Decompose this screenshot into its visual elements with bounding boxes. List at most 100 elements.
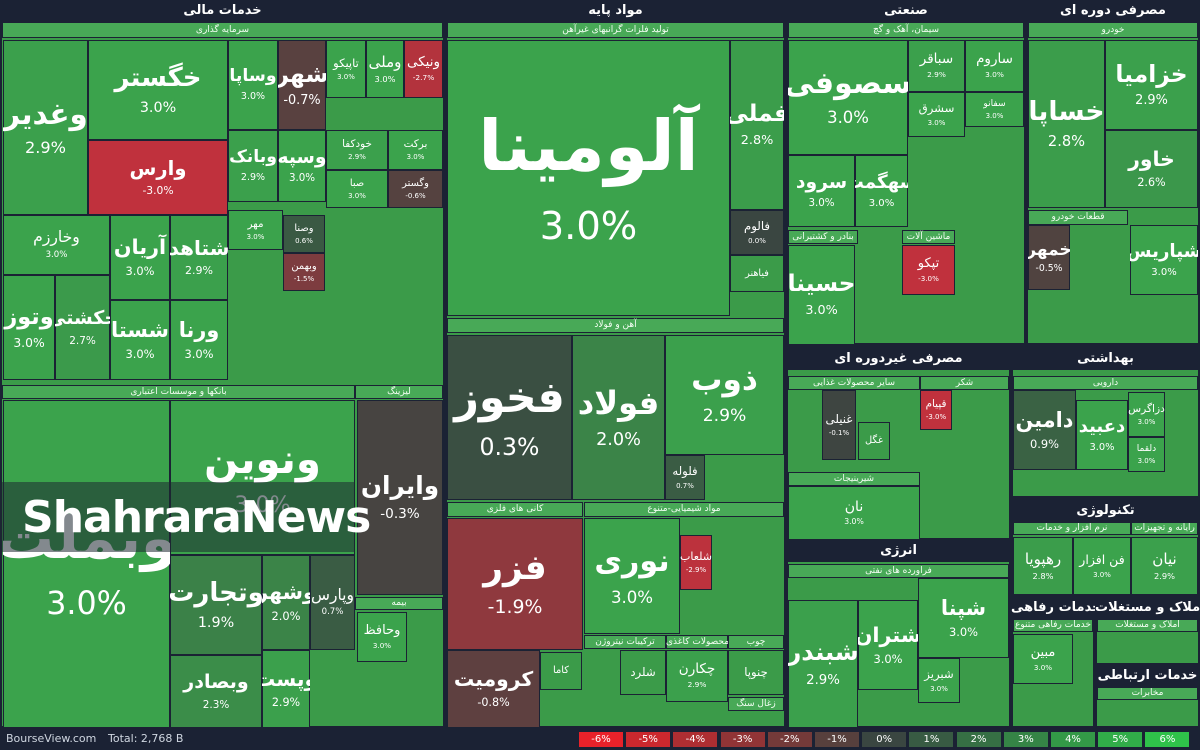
tile[interactable]: خاور 2.6%: [1105, 130, 1198, 208]
tile[interactable]: دلقما 3.0%: [1128, 437, 1165, 472]
legend-swatch: 6%: [1144, 731, 1191, 748]
tile[interactable]: وتجارت 1.9%: [170, 555, 262, 655]
legend-label: -6%: [591, 734, 611, 745]
change-label: 0.3%: [479, 432, 540, 461]
tile[interactable]: ورنا 3.0%: [170, 300, 228, 380]
change-label: 3.0%: [374, 73, 396, 84]
ticker: وحافظ: [363, 622, 401, 638]
tile[interactable]: تاپیکو 3.0%: [326, 40, 366, 98]
tile[interactable]: شپنا 3.0%: [918, 578, 1009, 658]
tile[interactable]: ساروم 3.0%: [965, 40, 1024, 92]
tile[interactable]: وملی 3.0%: [366, 40, 404, 98]
tile[interactable]: مهر 3.0%: [228, 210, 283, 250]
change-label: 3.0%: [1151, 266, 1177, 278]
tile[interactable]: شلرد: [620, 650, 666, 695]
tile[interactable]: شهر -0.7%: [278, 40, 326, 130]
tile[interactable]: سرود 3.0%: [788, 155, 855, 227]
tile[interactable]: تپکو -3.0%: [902, 245, 955, 295]
tile[interactable]: فالوم 0.0%: [730, 210, 784, 255]
tile[interactable]: سهگمت 3.0%: [855, 155, 908, 227]
tile[interactable]: دعبید 3.0%: [1076, 400, 1128, 470]
tile[interactable]: خودکفا 2.9%: [326, 130, 388, 170]
group-title: ماشین آلات: [902, 230, 955, 244]
tile[interactable]: حسینا 3.0%: [788, 245, 855, 345]
tile[interactable]: سصوفی 3.0%: [788, 40, 908, 155]
change-label: 3.0%: [246, 233, 265, 242]
tile[interactable]: حکشتی 2.7%: [55, 275, 110, 380]
tile[interactable]: شبریز 3.0%: [918, 658, 960, 703]
tile[interactable]: فن افزار 3.0%: [1073, 537, 1131, 595]
tile[interactable]: شلعاب -2.9%: [680, 535, 712, 590]
change-label: 3.0%: [930, 684, 948, 693]
tile[interactable]: دزاگرس 3.0%: [1128, 392, 1165, 437]
tile[interactable]: چکارن 2.9%: [666, 650, 728, 702]
tile[interactable]: وسپه 3.0%: [278, 130, 326, 202]
tile[interactable]: وحافظ 3.0%: [357, 612, 407, 662]
tile[interactable]: چنوپا: [728, 650, 784, 695]
ticker: مهر: [247, 217, 264, 230]
tile[interactable]: فولاد 2.0%: [572, 335, 665, 500]
sector-title: املاک و مستغلات: [1095, 597, 1200, 619]
tile[interactable]: وخارزم 3.0%: [3, 215, 110, 275]
ticker: وبانک: [229, 147, 277, 168]
tile[interactable]: فیاهنر: [730, 255, 784, 292]
tile[interactable]: فلوله 0.7%: [665, 455, 705, 500]
tile[interactable]: غنیلی -0.1%: [822, 390, 856, 460]
tile[interactable]: غگل: [858, 422, 890, 460]
tile[interactable]: وبملت3.0%: [3, 400, 170, 728]
change-label: 2.9%: [927, 70, 946, 80]
tile[interactable]: وپارس 0.7%: [310, 555, 355, 650]
tile[interactable]: وتوز 3.0%: [3, 275, 55, 380]
tile[interactable]: شتران 3.0%: [858, 600, 918, 690]
tile[interactable]: دامین 0.9%: [1013, 390, 1076, 470]
tile[interactable]: وبهمن -1.5%: [283, 253, 325, 291]
tile[interactable]: ونیکی -2.7%: [404, 40, 443, 98]
tile[interactable]: شستا 3.0%: [110, 300, 170, 380]
tile[interactable]: وبصادر 2.3%: [170, 655, 262, 728]
tile[interactable]: نوری 3.0%: [584, 518, 680, 634]
tile[interactable]: نان 3.0%: [788, 486, 920, 540]
tile[interactable]: سفانو 3.0%: [965, 92, 1024, 127]
tile[interactable]: وپست 2.9%: [262, 650, 310, 728]
change-label: 3.0%: [948, 624, 979, 639]
tile[interactable]: کرومیت -0.8%: [447, 650, 540, 728]
tile[interactable]: کاما: [540, 652, 582, 690]
tile[interactable]: شتاهد 2.9%: [170, 215, 228, 300]
legend-swatch: -4%: [672, 731, 719, 748]
tile[interactable]: خگستر 3.0%: [88, 40, 228, 140]
tile[interactable]: نیان 2.9%: [1131, 537, 1198, 595]
tile[interactable]: خساپا 2.8%: [1028, 40, 1105, 208]
tile[interactable]: وساپا 3.0%: [228, 40, 278, 130]
tile[interactable]: مبین 3.0%: [1013, 634, 1073, 684]
tile[interactable]: ذوب 2.9%: [665, 335, 784, 455]
tile[interactable]: وگستر -0.6%: [388, 170, 443, 208]
group-title: سرمایه گذاری: [2, 22, 443, 38]
tile[interactable]: فملی 2.8%: [730, 40, 784, 210]
change-label: 3.0%: [844, 517, 864, 527]
tile[interactable]: خزامیا 2.9%: [1105, 40, 1198, 130]
ticker: مبین: [1030, 644, 1056, 660]
tile[interactable]: آلومینا 3.0%: [447, 40, 730, 316]
tile[interactable]: صبا 3.0%: [326, 170, 388, 208]
tile[interactable]: فزر -1.9%: [447, 518, 583, 650]
tile[interactable]: خمهر -0.5%: [1028, 225, 1070, 290]
tile[interactable]: وارس -3.0%: [88, 140, 228, 215]
ticker: وغدیر: [3, 96, 88, 131]
change-label: -0.6%: [405, 191, 426, 200]
tile[interactable]: برکت 3.0%: [388, 130, 443, 170]
tile[interactable]: فخوز 0.3%: [447, 335, 572, 500]
group-title: قطعات خودرو: [1028, 210, 1128, 225]
legend-swatch: 2%: [955, 731, 1002, 748]
tile[interactable]: آریان 3.0%: [110, 215, 170, 300]
tile[interactable]: وبانک 2.9%: [228, 130, 278, 202]
tile[interactable]: وغدیر 2.9%: [3, 40, 88, 215]
tile[interactable]: وایران -0.3%: [357, 400, 443, 595]
tile[interactable]: وشهر 2.0%: [262, 555, 310, 650]
tile[interactable]: قپیام -3.0%: [920, 390, 952, 430]
tile[interactable]: شپاریس 3.0%: [1130, 225, 1198, 295]
tile[interactable]: رهپویا 2.8%: [1013, 537, 1073, 595]
tile[interactable]: سشرق 3.0%: [908, 92, 965, 137]
tile[interactable]: وصنا 0.6%: [283, 215, 325, 253]
tile[interactable]: سباقر 2.9%: [908, 40, 965, 92]
tile[interactable]: شبندر 2.9%: [788, 600, 858, 728]
